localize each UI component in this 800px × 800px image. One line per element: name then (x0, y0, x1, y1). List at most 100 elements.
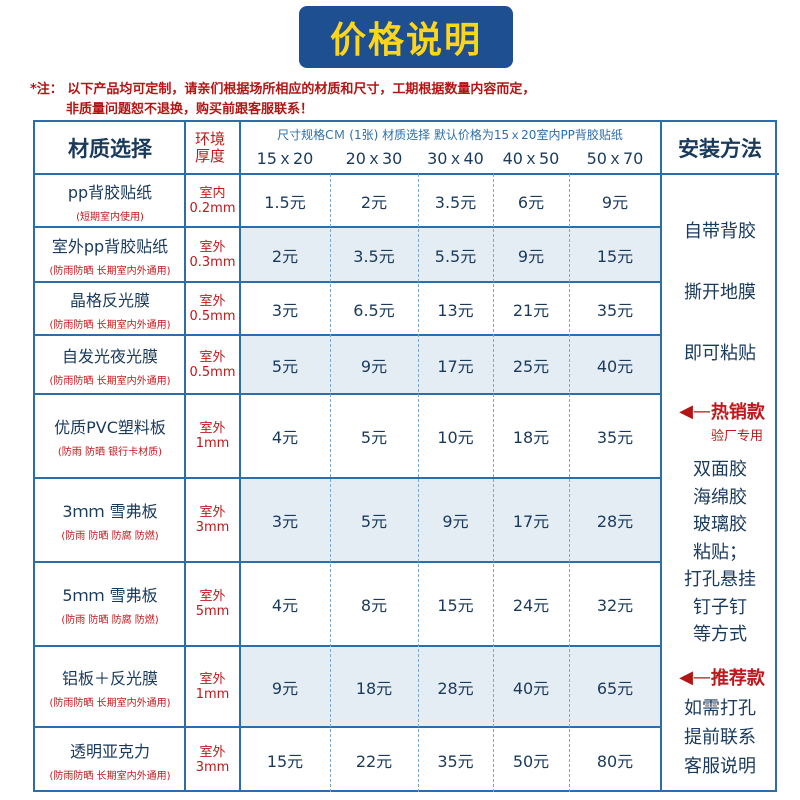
left-arrow-icon: ◀— (679, 666, 711, 688)
price-table: 材质选择 环境 厚度 尺寸规格CＭ (1张) 材质选择 默认价格为15ｘ20室内… (33, 120, 779, 792)
price-cell: 9元 (271, 678, 299, 698)
price-cell: 8元 (360, 596, 388, 615)
price-cell: 5元 (360, 512, 388, 531)
thickness-label: 0.5mm (189, 308, 236, 324)
install-alt-2: 玻璃胶 (693, 514, 747, 535)
install-contact-0: 如需打孔 (684, 698, 756, 719)
material-name: 透明亚克力 (69, 741, 150, 761)
material-note: (防雨防晒 长期室内外通用) (49, 375, 171, 387)
price-cell: 3.5元 (434, 192, 477, 212)
thickness-label: 3mm (195, 759, 230, 775)
env-label: 室外 (199, 293, 226, 309)
header-size-3: 40ｘ50 (502, 149, 560, 168)
price-cell: 17元 (512, 512, 550, 531)
material-cell: 室外pp背胶贴纸 (防雨防晒 长期室内外通用) (35, 227, 185, 282)
env-cell: 室内 0.2mm (185, 174, 240, 227)
header-env-thickness: 环境 厚度 (185, 122, 235, 174)
install-alt-5: 钉子钉 (693, 596, 747, 618)
price-cell: 24元 (512, 596, 550, 615)
thickness-label: 1mm (195, 686, 230, 702)
material-note: (防雨 防晒 防腐 防燃) (61, 615, 159, 626)
env-label: 室外 (199, 239, 226, 255)
row-divider (35, 477, 661, 479)
env-cell: 室外 0.3mm (185, 227, 240, 282)
material-note: (防雨防晒 长期室内外通用) (49, 265, 171, 277)
install-alt-0: 双面胶 (693, 459, 747, 480)
material-cell: pp背胶贴纸 (短期室内使用) (35, 174, 185, 227)
env-label: 室外 (199, 589, 226, 604)
price-cell: 21元 (512, 300, 550, 320)
install-text-2: 撕开地膜 (684, 282, 756, 303)
col-divider (239, 122, 241, 792)
price-cell: 9元 (360, 356, 388, 376)
price-cell: 13元 (437, 300, 474, 320)
price-cell: 17元 (437, 356, 474, 376)
row-divider (35, 645, 661, 647)
price-cell: 15元 (596, 246, 634, 266)
price-cell: 1.5元 (264, 192, 306, 212)
price-cell: 9元 (517, 246, 545, 266)
hot-sale-sub: 验厂专用 (710, 428, 763, 444)
header-size-0: 15ｘ20 (256, 149, 314, 168)
header-install-method: 安装方法 (678, 137, 762, 161)
recommend-tag: ◀— 推荐款 (665, 664, 779, 690)
material-name: 优质PVC塑料板 (54, 418, 166, 437)
row-divider (35, 726, 661, 728)
material-name: 自发光夜光膜 (61, 346, 158, 366)
hot-sale-label: 热销款 (710, 402, 765, 423)
row-shade (240, 478, 661, 562)
material-cell: 5ｍｍ 雪弗板 (防雨 防晒 防腐 防燃) (35, 562, 185, 646)
price-cell: 6元 (517, 192, 545, 212)
thickness-label: 5mm (195, 604, 230, 619)
notice-line-1: *注： 以下产品均可定制，请亲们根据场所相应的材质和尺寸，工期根据数量内容而定， (30, 82, 536, 97)
thickness-label: 1mm (195, 436, 230, 451)
price-cell: 25元 (512, 356, 550, 376)
price-cell: 35元 (596, 428, 634, 447)
price-cell: 22元 (355, 751, 393, 771)
env-cell: 室外 1mm (185, 646, 240, 727)
header-size-4: 50ｘ70 (586, 149, 644, 168)
material-note: (防雨防晒 长期室内外通用) (49, 770, 171, 782)
env-cell: 室外 3mm (185, 478, 240, 562)
price-cell: 28元 (596, 512, 634, 531)
material-cell: 自发光夜光膜 (防雨防晒 长期室内外通用) (35, 335, 185, 394)
env-label: 室内 (199, 185, 226, 201)
price-cell: 3.5元 (353, 246, 395, 266)
price-cell: 3元 (271, 512, 299, 531)
price-cell: 5元 (271, 356, 299, 376)
env-label: 室外 (199, 421, 226, 436)
left-arrow-icon: ◀— (679, 400, 711, 422)
material-cell: 3ｍｍ 雪弗板 (防雨 防晒 防腐 防燃) (35, 478, 185, 562)
material-note: (短期室内使用) (76, 211, 144, 223)
page-title: 价格说明 (299, 6, 513, 68)
price-cell: 4元 (271, 428, 299, 447)
row-shade (240, 646, 661, 727)
header-material: 材质选择 (68, 137, 152, 161)
price-cell: 4元 (271, 596, 299, 615)
price-cell: 15元 (266, 751, 304, 771)
header-size-2: 30ｘ40 (427, 149, 484, 168)
install-contact-2: 客服说明 (684, 756, 756, 777)
material-cell: 优质PVC塑料板 (防雨 防晒 银行卡材质) (35, 394, 185, 478)
notice-line-2: 非质量问题恕不退换，购买前跟客服联系！ (66, 102, 314, 117)
install-alt-1: 海绵胶 (693, 486, 747, 508)
thickness-label: 0.5mm (189, 364, 236, 380)
install-text-3: 即可粘贴 (684, 343, 756, 364)
header-size-1: 20ｘ30 (345, 149, 403, 168)
price-cell: 80元 (596, 751, 634, 771)
material-cell: 铝板＋反光膜 (防雨防晒 长期室内外通用) (35, 646, 185, 727)
header-spec-note: 尺寸规格CＭ (1张) 材质选择 默认价格为15ｘ20室内PP背胶贴纸 (277, 127, 623, 142)
price-cell: 28元 (437, 678, 474, 698)
material-name: 晶格反光膜 (69, 290, 150, 310)
row-divider (35, 393, 661, 395)
price-cell: 9元 (442, 512, 469, 531)
material-cell: 晶格反光膜 (防雨防晒 长期室内外通用) (35, 282, 185, 335)
price-cell: 18元 (355, 678, 393, 698)
env-label: 室外 (199, 744, 226, 760)
material-cell: 透明亚克力 (防雨防晒 长期室内外通用) (35, 727, 185, 792)
material-name: 5ｍｍ 雪弗板 (62, 586, 158, 605)
row-shade (240, 227, 661, 282)
header-env-label: 环境 (194, 130, 225, 148)
row-shade (240, 335, 661, 394)
price-cell: 65元 (596, 678, 634, 698)
